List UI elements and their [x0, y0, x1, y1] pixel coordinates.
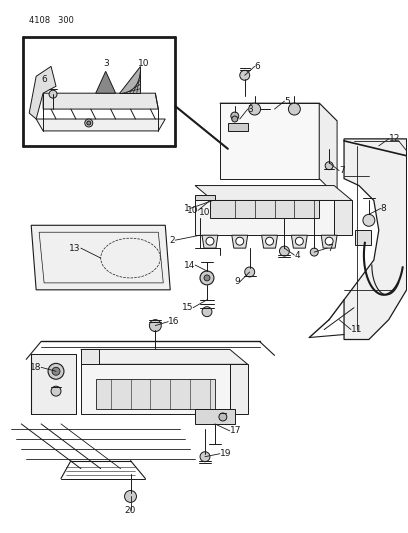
Circle shape [310, 248, 318, 256]
Circle shape [245, 267, 255, 277]
Polygon shape [31, 225, 170, 290]
Polygon shape [96, 379, 215, 409]
Polygon shape [81, 350, 248, 365]
Polygon shape [29, 67, 56, 119]
Circle shape [149, 320, 161, 332]
Circle shape [295, 237, 303, 245]
Polygon shape [228, 123, 248, 131]
Polygon shape [230, 365, 248, 414]
Circle shape [219, 413, 227, 421]
Circle shape [240, 70, 250, 80]
Circle shape [325, 237, 333, 245]
Polygon shape [202, 235, 218, 248]
Circle shape [288, 103, 300, 115]
Text: 9: 9 [234, 277, 240, 286]
Polygon shape [81, 365, 230, 414]
Text: 5: 5 [284, 96, 290, 106]
Polygon shape [36, 119, 165, 131]
Circle shape [231, 112, 239, 120]
Circle shape [232, 116, 238, 122]
Polygon shape [96, 71, 115, 93]
Polygon shape [43, 93, 158, 109]
Polygon shape [355, 230, 371, 245]
Polygon shape [220, 103, 337, 121]
Circle shape [325, 161, 333, 169]
Text: 6: 6 [41, 75, 47, 84]
Polygon shape [195, 409, 235, 424]
Circle shape [266, 237, 273, 245]
Circle shape [236, 237, 244, 245]
Text: 8: 8 [381, 204, 386, 213]
Text: 20: 20 [125, 506, 136, 515]
Text: 13: 13 [69, 244, 81, 253]
Circle shape [85, 119, 93, 127]
Text: 4108   300: 4108 300 [29, 15, 74, 25]
Circle shape [204, 275, 210, 281]
Polygon shape [321, 235, 337, 248]
Circle shape [49, 90, 57, 98]
Text: 2: 2 [170, 236, 175, 245]
Text: 10: 10 [137, 59, 149, 68]
Circle shape [249, 103, 261, 115]
Text: 16: 16 [168, 317, 180, 326]
Text: 17: 17 [230, 426, 241, 435]
Text: 4: 4 [295, 251, 300, 260]
Text: 6: 6 [255, 62, 260, 71]
Circle shape [51, 386, 61, 396]
Circle shape [206, 237, 214, 245]
Polygon shape [220, 103, 319, 179]
Circle shape [124, 490, 136, 503]
Polygon shape [31, 354, 76, 414]
Polygon shape [210, 200, 319, 219]
Circle shape [52, 367, 60, 375]
Polygon shape [334, 200, 352, 235]
Circle shape [200, 271, 214, 285]
Circle shape [279, 246, 289, 256]
Polygon shape [81, 350, 99, 365]
Polygon shape [291, 235, 307, 248]
Text: 12: 12 [389, 134, 400, 143]
Text: 1: 1 [184, 204, 190, 213]
Text: 10: 10 [186, 206, 198, 215]
Text: 3: 3 [248, 104, 253, 114]
Circle shape [87, 121, 91, 125]
Text: 7: 7 [339, 166, 345, 175]
Polygon shape [195, 196, 215, 200]
Polygon shape [319, 103, 337, 197]
Text: 10: 10 [198, 208, 210, 217]
Circle shape [202, 306, 212, 317]
Text: 7: 7 [327, 244, 333, 253]
Text: 11: 11 [351, 325, 362, 334]
Circle shape [200, 452, 210, 462]
Polygon shape [344, 139, 407, 340]
Text: 14: 14 [184, 261, 195, 270]
Polygon shape [119, 67, 140, 93]
Text: 18: 18 [30, 363, 41, 372]
Polygon shape [232, 235, 248, 248]
Text: 19: 19 [220, 449, 231, 458]
Text: 3: 3 [103, 59, 109, 68]
Text: 15: 15 [182, 303, 193, 312]
Polygon shape [195, 185, 352, 200]
Circle shape [48, 364, 64, 379]
Polygon shape [262, 235, 277, 248]
Circle shape [363, 214, 375, 227]
Polygon shape [195, 200, 334, 235]
